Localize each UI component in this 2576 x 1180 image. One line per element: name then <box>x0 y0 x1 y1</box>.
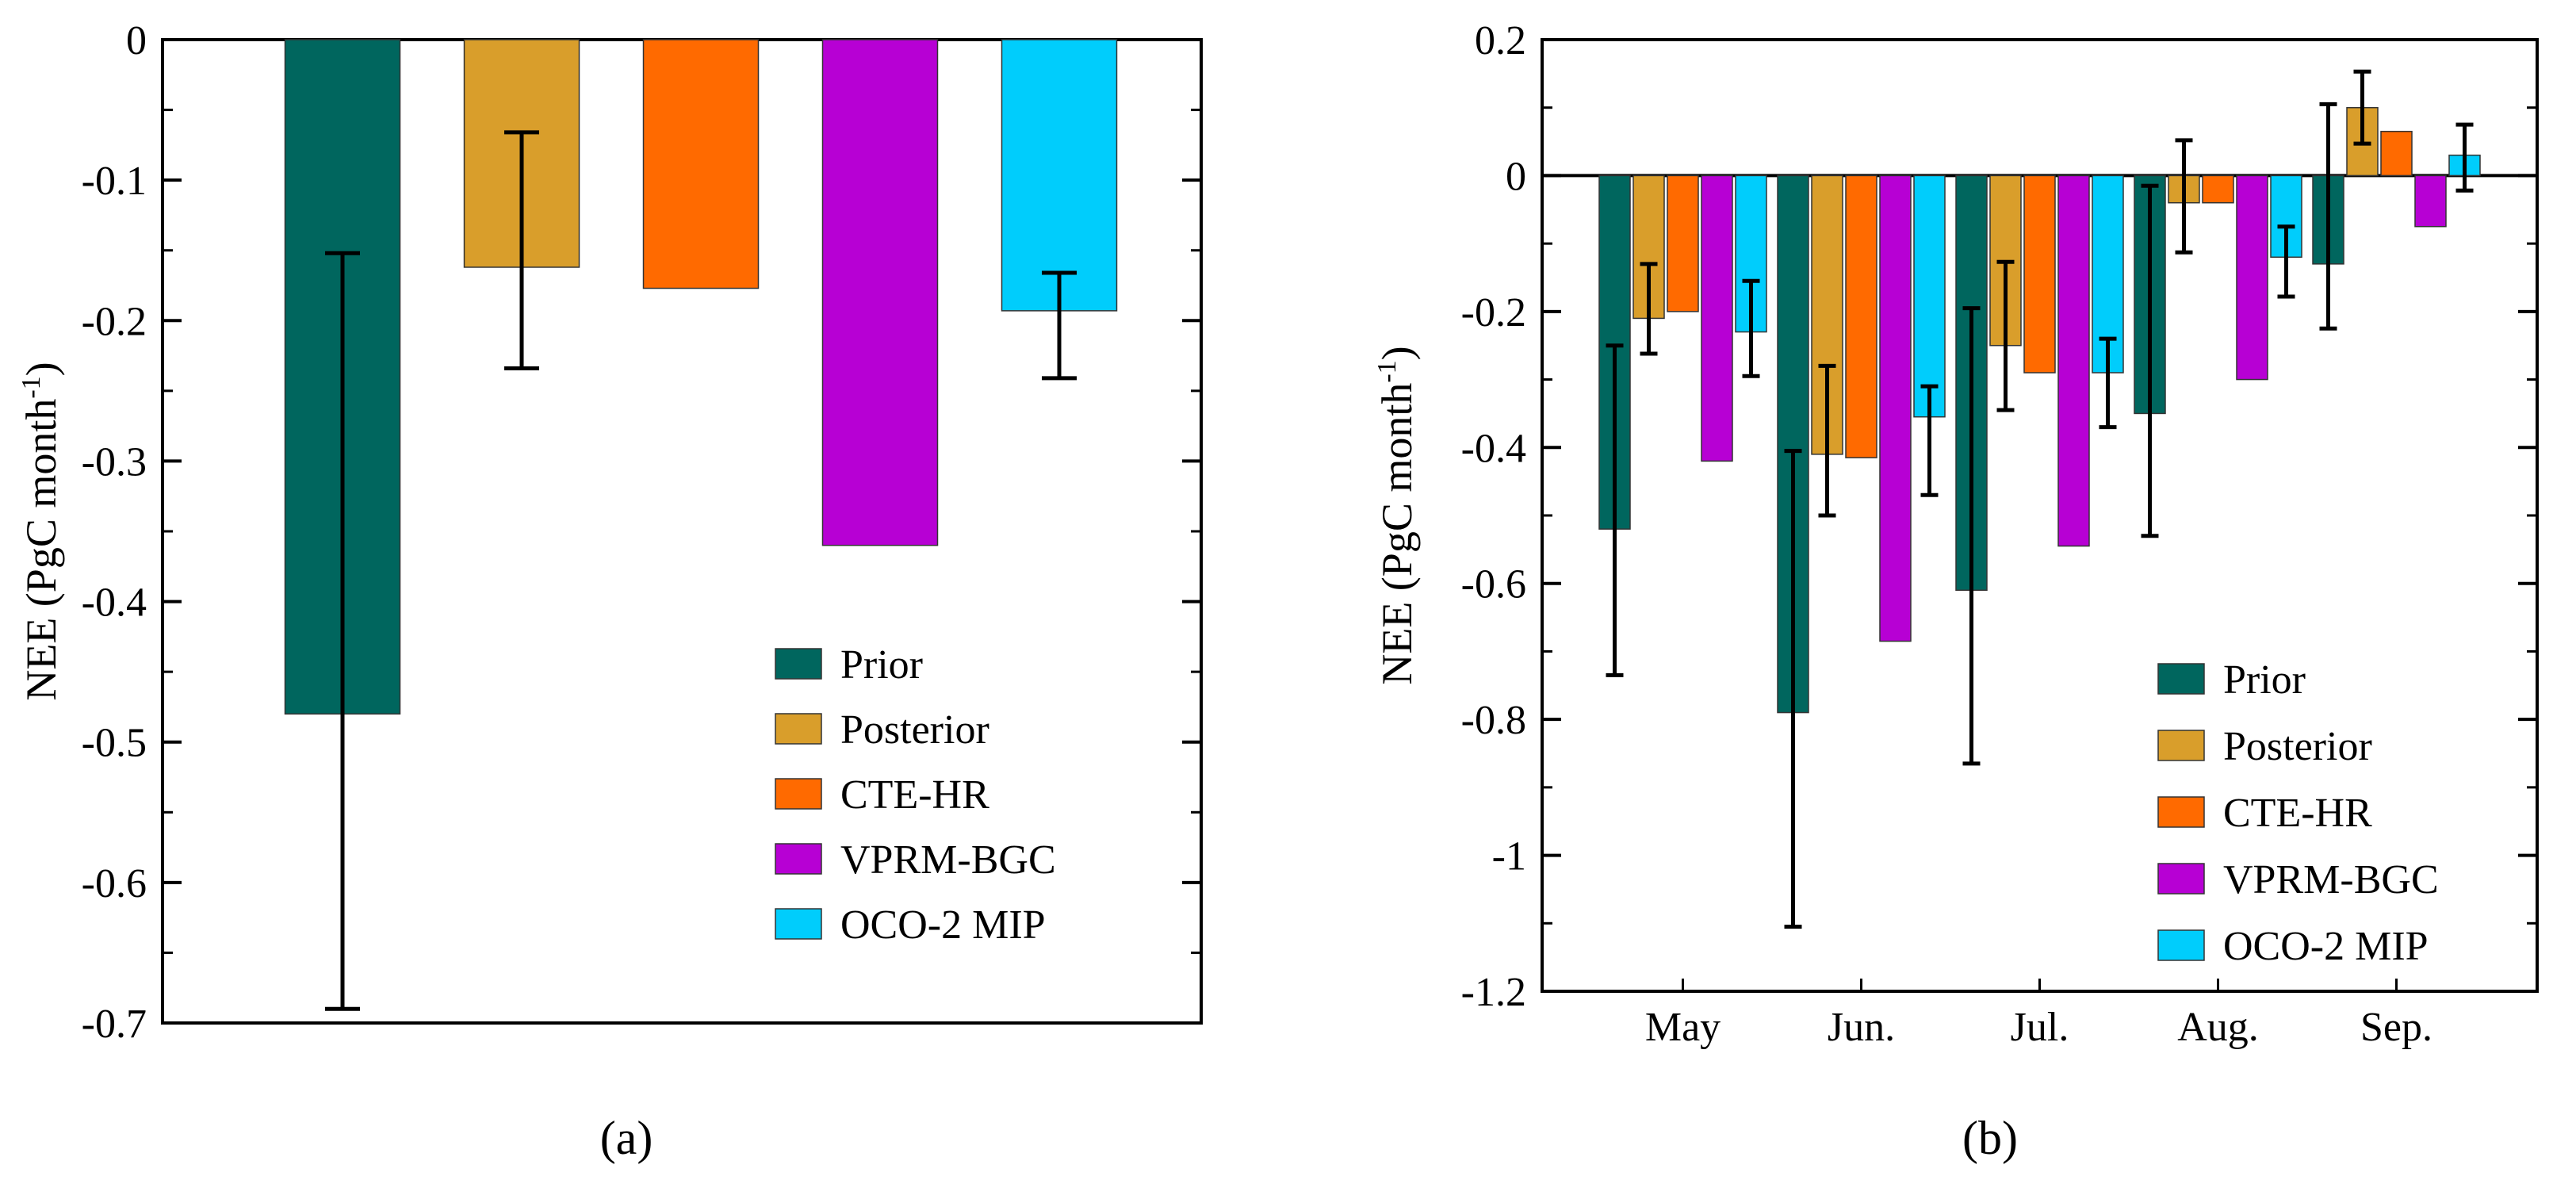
legend-swatch-posterior <box>775 713 822 745</box>
legend-label: Prior <box>2223 657 2306 703</box>
y-axis-title: NEE (PgC month-1) <box>1372 346 1421 684</box>
x-tick-label: Aug. <box>2177 1005 2259 1050</box>
legend: Prior Posterior CTE-HR VPRM-BGC OCO-2 MIP <box>2157 657 2439 969</box>
bar-cte-hr-may <box>1667 174 1699 312</box>
y-tick-label: -0.2 <box>1461 290 1526 335</box>
legend-label: VPRM-BGC <box>2223 857 2439 902</box>
bar-vprm-bgc-may <box>1701 174 1733 462</box>
bar-vprm-bgc-sep <box>2414 174 2447 228</box>
chart-a: 0 -0.1 -0.2 -0.3 -0.4 -0.5 -0.6 -0.7 NEE (PgC mo… <box>17 18 1203 1164</box>
bar-vprm-bgc-aug <box>2236 174 2268 381</box>
legend-swatch-vprm-bgc <box>2157 863 2205 895</box>
legend-label: CTE-HR <box>840 772 989 818</box>
bar-cte-hr-jul <box>2023 174 2056 374</box>
legend: Prior Posterior CTE-HR VPRM-BGC OCO-2 MIP <box>775 642 1056 948</box>
y-tick-label: -0.6 <box>82 861 147 906</box>
bar-vprm-bgc-jun <box>1879 174 1912 642</box>
bar-vprm-bgc-jul <box>2057 174 2090 547</box>
legend-label: OCO-2 MIP <box>840 902 1046 948</box>
legend-swatch-oco-2-mip <box>2157 929 2205 961</box>
legend-swatch-cte-hr <box>2157 796 2205 828</box>
legend-label: Posterior <box>840 707 989 753</box>
chart-b: 0.2 0 -0.2 -0.4 -0.6 -0.8 -1 -1.2 NEE (PgC month… <box>1372 18 2539 1164</box>
panel-label: (a) <box>600 1112 653 1164</box>
legend-swatch-prior <box>775 648 822 680</box>
legend-swatch-posterior <box>2157 730 2205 761</box>
bar-oco-2-mip <box>1001 39 1118 312</box>
x-tick-label: Jun. <box>1828 1005 1895 1050</box>
y-tick-label: 0 <box>126 18 147 63</box>
legend-swatch-cte-hr <box>775 778 822 810</box>
bar-vprm-bgc <box>821 39 939 546</box>
y-tick-label: -1.2 <box>1461 970 1526 1015</box>
legend-swatch-vprm-bgc <box>775 843 822 875</box>
y-tick-label: -0.8 <box>1461 698 1526 743</box>
y-tick-label: -0.4 <box>1461 426 1526 471</box>
y-tick-label: -0.7 <box>82 1002 147 1047</box>
y-axis-title: NEE (PgC month-1) <box>17 362 65 700</box>
legend-label: Prior <box>840 642 923 688</box>
y-tick-label: -0.6 <box>1461 562 1526 607</box>
y-tick-label: 0.2 <box>1475 18 1526 63</box>
y-tick-label: -0.4 <box>82 580 147 626</box>
y-tick-label: -0.2 <box>82 299 147 344</box>
x-tick-label: Jul. <box>2011 1005 2069 1050</box>
legend-label: CTE-HR <box>2223 791 2372 836</box>
bar-cte-hr <box>642 39 760 289</box>
x-tick-label: Sep. <box>2360 1005 2432 1050</box>
bar-oco-2-mip-jun <box>1913 174 1946 418</box>
x-tick-label: May <box>1645 1005 1721 1050</box>
y-tick-label: -0.3 <box>82 439 147 485</box>
bar-cte-hr-aug <box>2202 174 2234 204</box>
panel-label: (b) <box>1962 1112 2018 1164</box>
legend-swatch-oco-2-mip <box>775 908 822 940</box>
legend-label: OCO-2 MIP <box>2223 924 2429 969</box>
legend-label: Posterior <box>2223 724 2372 769</box>
y-tick-label: -0.5 <box>82 721 147 766</box>
legend-swatch-prior <box>2157 663 2205 695</box>
bar-cte-hr-jun <box>1845 174 1877 458</box>
y-tick-label: -0.1 <box>82 159 147 204</box>
y-tick-label: 0 <box>1506 154 1526 199</box>
bar-cte-hr-sep <box>2380 130 2413 177</box>
legend-label: VPRM-BGC <box>840 837 1056 883</box>
y-tick-label: -1 <box>1492 834 1526 879</box>
